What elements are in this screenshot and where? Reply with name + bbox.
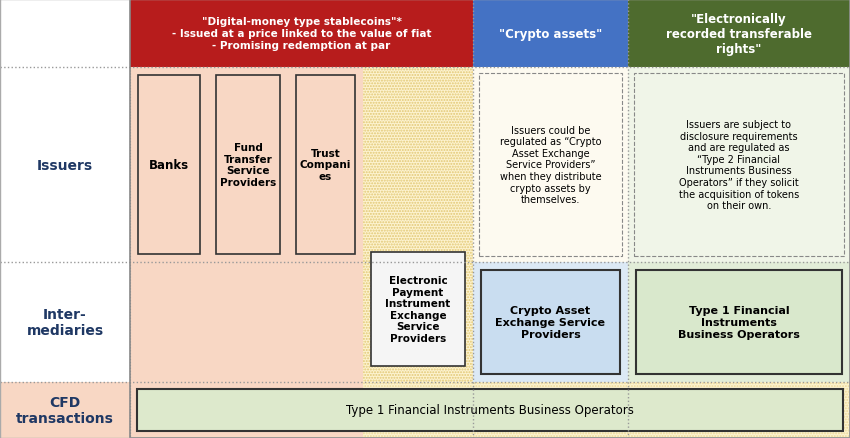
Text: Issuers are subject to
disclosure requirements
and are regulated as
“Type 2 Fina: Issuers are subject to disclosure requir…: [679, 120, 799, 211]
Bar: [363, 68, 473, 262]
Bar: [473, 262, 628, 382]
Bar: [137, 389, 843, 431]
Bar: [628, 0, 850, 68]
Bar: [216, 76, 280, 254]
Bar: [363, 68, 473, 262]
Text: Issuers: Issuers: [37, 158, 93, 172]
Text: "Digital-money type stablecoins"*
- Issued at a price linked to the value of fia: "Digital-money type stablecoins"* - Issu…: [172, 18, 431, 50]
Bar: [138, 76, 200, 254]
Text: Trust
Compani
es: Trust Compani es: [300, 148, 351, 182]
Bar: [363, 262, 473, 382]
Text: Type 1 Financial
Instruments
Business Operators: Type 1 Financial Instruments Business Op…: [678, 306, 800, 339]
Bar: [481, 270, 620, 374]
Text: Inter-
mediaries: Inter- mediaries: [26, 307, 104, 337]
Bar: [0, 382, 850, 438]
Text: Type 1 Financial Instruments Business Operators: Type 1 Financial Instruments Business Op…: [346, 403, 634, 417]
Bar: [0, 0, 130, 438]
Bar: [636, 270, 842, 374]
Bar: [130, 0, 850, 438]
Bar: [296, 76, 355, 254]
Bar: [634, 74, 844, 256]
Bar: [130, 0, 473, 68]
Text: Banks: Banks: [149, 159, 189, 172]
Text: CFD
transactions: CFD transactions: [16, 395, 114, 425]
Bar: [479, 74, 622, 256]
Bar: [363, 262, 473, 382]
Bar: [628, 68, 850, 262]
Text: Electronic
Payment
Instrument
Exchange
Service
Providers: Electronic Payment Instrument Exchange S…: [385, 276, 450, 343]
Text: Fund
Transfer
Service
Providers: Fund Transfer Service Providers: [220, 143, 276, 187]
Bar: [473, 68, 628, 262]
Bar: [371, 252, 465, 366]
Bar: [363, 382, 850, 438]
Bar: [130, 262, 363, 382]
Text: Crypto Asset
Exchange Service
Providers: Crypto Asset Exchange Service Providers: [496, 306, 605, 339]
Text: "Electronically
recorded transferable
rights": "Electronically recorded transferable ri…: [666, 12, 812, 55]
Bar: [628, 262, 850, 382]
Text: Issuers could be
regulated as “Crypto
Asset Exchange
Service Providers”
when the: Issuers could be regulated as “Crypto As…: [500, 125, 601, 205]
Text: "Crypto assets": "Crypto assets": [499, 28, 602, 40]
Bar: [473, 0, 628, 68]
Bar: [363, 382, 850, 438]
Bar: [130, 68, 363, 262]
